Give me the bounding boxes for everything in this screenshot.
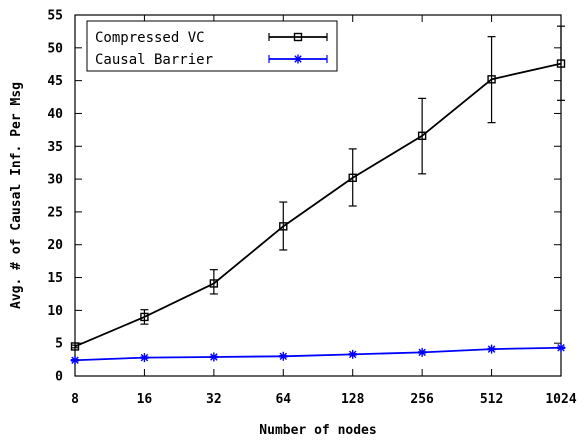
series-causal-barrier — [70, 343, 566, 365]
x-tick-label: 32 — [206, 392, 222, 407]
error-bar — [487, 36, 496, 124]
data-point — [279, 222, 288, 231]
y-tick-label: 35 — [47, 140, 63, 155]
series-line — [74, 346, 562, 362]
error-bar — [209, 269, 218, 295]
y-tick-label: 50 — [47, 41, 63, 56]
data-point — [556, 343, 566, 353]
data-point — [139, 353, 149, 363]
y-tick-label: 10 — [47, 304, 63, 319]
data-point — [70, 355, 80, 365]
y-tick-label: 5 — [55, 337, 63, 352]
x-tick-label: 512 — [480, 392, 503, 407]
data-point — [209, 352, 219, 362]
x-axis-label: Number of nodes — [259, 423, 376, 438]
plot-border — [74, 14, 562, 377]
error-bar — [557, 25, 565, 101]
x-tick-label: 8 — [71, 392, 79, 407]
data-point — [556, 59, 566, 68]
legend-entry-label: Causal Barrier — [95, 52, 213, 68]
error-bar — [279, 201, 288, 251]
legend-marker — [293, 32, 303, 42]
legend-box — [86, 20, 338, 72]
data-point — [278, 351, 288, 361]
data-point — [209, 279, 219, 288]
data-point — [487, 75, 496, 84]
data-point — [487, 344, 497, 354]
plot-frame — [74, 14, 562, 377]
y-axis-label: Avg. # of Causal Inf. Per Msg — [9, 82, 24, 309]
data-point — [70, 342, 80, 351]
data-point — [417, 131, 427, 140]
y-axis-ticks: 0 5 10 15 20 25 30 35 40 45 50 55 — [47, 9, 561, 385]
error-bar — [418, 97, 427, 175]
series-compressed-vc — [70, 25, 566, 351]
y-tick-label: 30 — [47, 173, 63, 188]
y-tick-label: 45 — [47, 74, 63, 89]
data-point — [348, 349, 358, 359]
x-axis-ticks: 8 16 32 64 128 256 512 1024 — [71, 15, 577, 407]
y-tick-label: 40 — [47, 107, 63, 122]
error-bar — [71, 344, 79, 349]
legend-entry-label: Compressed VC — [95, 30, 205, 46]
y-tick-label: 20 — [47, 238, 63, 253]
series-layer — [70, 25, 566, 365]
x-tick-label: 64 — [275, 392, 291, 407]
x-tick-label: 16 — [137, 392, 153, 407]
y-tick-label: 25 — [47, 205, 63, 220]
legend: Compressed VC Causal Barrier — [86, 20, 338, 72]
legend-marker — [293, 54, 303, 64]
data-point — [140, 312, 149, 322]
y-tick-label: 15 — [47, 271, 63, 286]
y-tick-label: 0 — [55, 370, 63, 385]
data-point — [417, 347, 427, 357]
x-tick-label: 1024 — [545, 392, 576, 407]
series-line — [74, 62, 562, 348]
error-bar — [140, 309, 149, 325]
x-tick-label: 256 — [410, 392, 434, 407]
x-tick-label: 128 — [341, 392, 365, 407]
error-bar — [348, 148, 357, 207]
y-tick-label: 55 — [47, 9, 63, 24]
data-point — [348, 173, 357, 182]
